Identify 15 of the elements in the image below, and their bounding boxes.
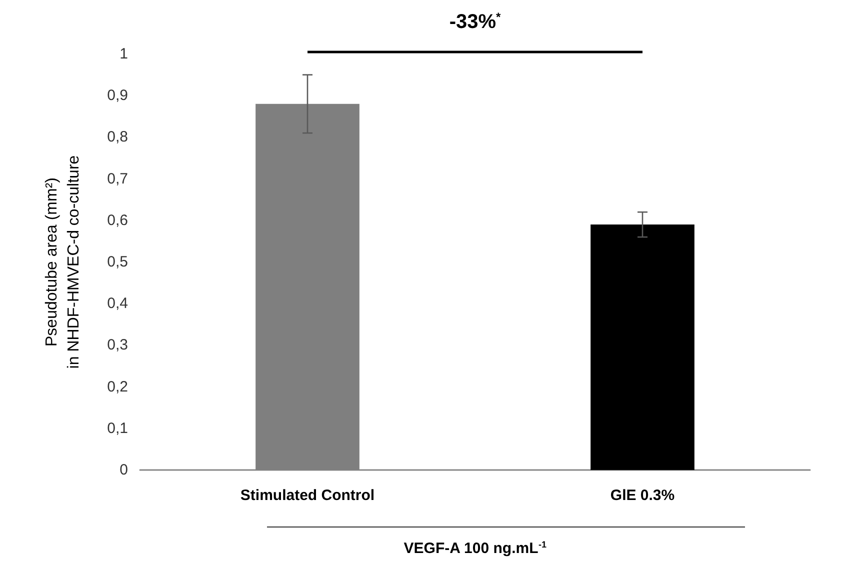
y-tick-label: 0,8 — [107, 128, 128, 146]
y-tick-label: 0,1 — [107, 420, 128, 437]
y-tick-label: 0,7 — [107, 170, 128, 188]
y-tick-label: 0,6 — [107, 212, 128, 229]
text: -33%* — [449, 10, 502, 33]
x-tick-label: Stimulated Control — [240, 487, 375, 504]
y-tick-label: 0,9 — [107, 87, 128, 104]
y-tick-label: 1 — [120, 46, 128, 62]
y-tick-label: 0,4 — [107, 295, 128, 312]
y-tick-label: 0 — [120, 462, 128, 478]
y-tick-label: 0,3 — [107, 336, 128, 354]
y-axis-title: Pseudotube area (mm²) in NHDF-HMVEC-d co-culture — [44, 155, 82, 369]
x-tick-label: GlE 0.3% — [610, 487, 675, 504]
y-tick-label: 0,5 — [107, 254, 128, 270]
y-tick-label: 0,2 — [107, 378, 128, 396]
